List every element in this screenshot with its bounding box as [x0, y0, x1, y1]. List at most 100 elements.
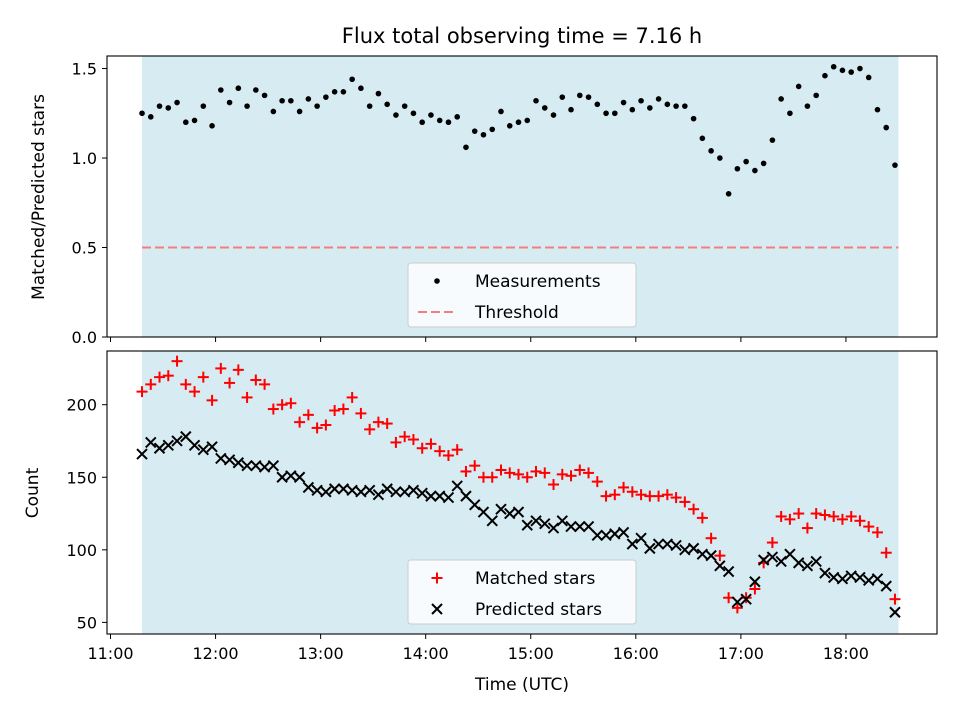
predicted-star-marker-b [565, 520, 577, 533]
measurement-point [279, 97, 285, 104]
predicted-star-marker-b [626, 538, 639, 550]
predicted-star-marker-b [398, 486, 411, 498]
predicted-star-marker-b [495, 503, 507, 515]
measurement-point [787, 110, 793, 117]
matched-star-point [618, 481, 630, 493]
predicted-star-marker-b [442, 491, 455, 504]
measurement-point [331, 88, 338, 95]
predicted-star-marker-b [460, 490, 472, 502]
predicted-star-point [451, 480, 463, 492]
matched-star-point [635, 489, 647, 501]
measurement-point [314, 103, 320, 109]
measurement-point [288, 97, 294, 104]
predicted-star-point [644, 542, 656, 555]
matched-star-point [407, 434, 419, 446]
predicted-star-marker-b [223, 454, 236, 466]
predicted-star-marker-b [416, 487, 428, 499]
predicted-star-point [784, 548, 796, 560]
predicted-star-marker-b [539, 517, 551, 530]
matched-star-point [302, 409, 314, 421]
matched-star-point [442, 449, 454, 461]
predicted-star-point [486, 515, 498, 527]
measurement-point [296, 108, 303, 115]
measurement-point [191, 117, 198, 124]
measurement-point [883, 124, 890, 131]
predicted-star-point [398, 486, 411, 498]
predicted-star-point [722, 565, 735, 578]
measurement-point [147, 114, 154, 120]
predicted-star-marker-b [731, 596, 744, 608]
predicted-star-point [136, 448, 148, 460]
matched-star-point [714, 550, 726, 562]
measurement-point [629, 106, 636, 113]
predicted-star-marker-b [582, 520, 595, 533]
matched-star-point [784, 513, 796, 525]
predicted-star-point [801, 560, 814, 572]
predicted-star-point [652, 538, 665, 550]
predicted-star-marker-b [477, 506, 490, 518]
measurement-point [200, 103, 207, 109]
matched-star-point [512, 468, 524, 480]
predicted-star-marker-b [889, 606, 901, 618]
predicted-star-point [171, 435, 183, 447]
predicted-star-marker-b [863, 574, 875, 587]
predicted-star-marker-b [775, 555, 787, 568]
predicted-star-point [714, 560, 726, 572]
measurement-point [638, 97, 644, 104]
matched-star-point [793, 508, 805, 520]
predicted-star-point [215, 452, 227, 465]
matched-star-point [504, 467, 516, 479]
measurement-point [165, 105, 172, 111]
predicted-star-point [705, 549, 717, 562]
legend-box [407, 559, 637, 625]
predicted-star-point [346, 484, 358, 497]
measurement-point [717, 155, 723, 161]
predicted-star-marker-b [451, 480, 463, 492]
x-tick-label: 18:00 [823, 644, 869, 663]
predicted-star-marker-b [241, 459, 253, 472]
measurement-point [375, 90, 382, 97]
measurement-point [594, 101, 601, 108]
predicted-star-marker-b [390, 486, 402, 498]
predicted-star-marker-b [372, 488, 385, 501]
y-tick-label: 150 [66, 468, 97, 487]
matched-star-point [311, 422, 323, 434]
measurement-point [139, 110, 145, 117]
predicted-star-point [302, 481, 315, 494]
predicted-star-marker-b [687, 542, 700, 555]
predicted-star-point [355, 486, 367, 498]
y-tick-label: 200 [66, 396, 97, 415]
matched-star-point [197, 371, 209, 383]
predicted-star-point [574, 520, 586, 533]
predicted-star-point [460, 490, 472, 502]
y-tick-label: 1.5 [72, 60, 97, 79]
matched-star-point [154, 371, 166, 383]
matched-star-point [880, 547, 892, 559]
matched-star-point [390, 436, 402, 448]
x-tick-label: 12:00 [193, 644, 239, 663]
matched-star-point [539, 467, 551, 479]
bottom-legend: Matched stars Predicted stars [407, 559, 637, 625]
matched-star-point [329, 405, 341, 417]
measurement-point [358, 85, 364, 92]
predicted-star-point [512, 506, 525, 518]
predicted-star-marker-b [652, 538, 665, 550]
predicted-star-point [740, 593, 752, 605]
legend-label: Threshold [474, 303, 559, 323]
predicted-star-point [433, 490, 446, 502]
measurement-point [804, 103, 811, 109]
matched-star-point [259, 378, 271, 390]
predicted-star-point [854, 571, 866, 584]
measurement-point [401, 103, 408, 109]
measurement-point [664, 101, 671, 108]
predicted-star-point [328, 483, 341, 495]
predicted-star-marker-b [276, 471, 288, 483]
matched-star-point [845, 510, 857, 522]
matched-star-point [653, 490, 665, 502]
predicted-star-marker-b [302, 481, 315, 494]
matched-star-point [145, 378, 157, 390]
x-axis-label: Time (UTC) [474, 675, 569, 695]
measurement-point [235, 85, 242, 92]
measurement-point [436, 117, 443, 124]
